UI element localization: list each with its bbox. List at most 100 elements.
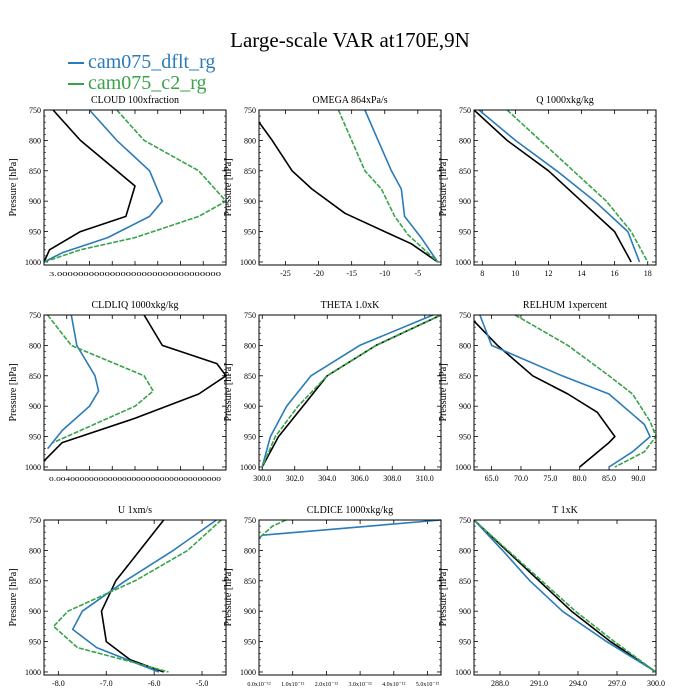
y-tick-label: 950 <box>244 228 256 237</box>
panel-title: RELHUM 1xpercent <box>523 300 607 311</box>
x-tick-label: 16 <box>611 269 619 278</box>
x-tick-label: 306.0 <box>351 474 369 483</box>
series-line-control <box>473 109 632 263</box>
y-tick-label: 800 <box>459 341 471 350</box>
series-line-cam075_c2_rg <box>52 519 222 673</box>
series-line-cam075_c2_rg <box>473 519 657 673</box>
series-line-cam075_dflt_rg <box>479 314 651 468</box>
y-tick-label: 850 <box>244 577 256 586</box>
x-tick-label: 85.0 <box>602 474 616 483</box>
x-tick-label: -7.0 <box>100 679 113 688</box>
plot-frame <box>258 109 442 266</box>
series-line-cam075_dflt_rg <box>478 109 641 263</box>
x-tick-label: 3.0x10⁻¹² <box>348 682 371 688</box>
y-tick-label: 950 <box>29 228 41 237</box>
y-tick-label: 850 <box>244 167 256 176</box>
y-tick-label: 1000 <box>25 668 41 677</box>
x-tick-label: 310.0 <box>416 474 434 483</box>
y-tick-label: 950 <box>29 638 41 647</box>
y-tick-label: 900 <box>29 197 41 206</box>
y-tick-label: 950 <box>459 228 471 237</box>
series-line-control <box>258 121 439 263</box>
x-tick-label: 297.0 <box>608 679 626 688</box>
x-tick-label: 8 <box>480 269 484 278</box>
y-tick-label: 750 <box>29 311 41 320</box>
series-line-cam075_c2_rg <box>337 109 439 263</box>
y-tick-label: 800 <box>459 546 471 555</box>
y-tick-label: 800 <box>244 341 256 350</box>
x-tick-label: -15 <box>346 269 357 278</box>
x-tick-label: 90.0 <box>631 474 645 483</box>
y-tick-label: 950 <box>459 433 471 442</box>
y-axis-label: Pressure [hPa] <box>8 568 19 626</box>
x-tick-label: 288.0 <box>491 679 509 688</box>
x-tick-label: -5 <box>415 269 422 278</box>
series-line-cam075_dflt_rg <box>43 109 164 263</box>
panel-8: CLDICE 1000xkg/kg Pressure [hPa] 750 800 850… <box>223 505 442 688</box>
y-axis-label: Pressure [hPa] <box>8 158 19 216</box>
legend-entry-c2: cam075_c2_rg <box>68 73 215 94</box>
panel-title: U 1xm/s <box>118 505 152 516</box>
x-tick-label: -6.0 <box>148 679 161 688</box>
series-line-control <box>100 519 165 673</box>
y-tick-label: 850 <box>459 167 471 176</box>
y-tick-label: 900 <box>459 607 471 616</box>
x-tick-label: 0.0x10⁻¹² <box>247 682 270 688</box>
series-line-control <box>43 109 136 263</box>
series-line-cam075_c2_rg <box>258 519 287 539</box>
y-tick-label: 800 <box>29 546 41 555</box>
plot-frame <box>473 519 657 676</box>
panel-7: U 1xm/s Pressure [hPa] 750 800 850 900 950 1000… <box>8 505 227 688</box>
panel-title: CLOUD 100xfraction <box>91 95 179 106</box>
plot-frame <box>258 314 442 471</box>
figure-title: Large-scale VAR at170E,9N <box>230 28 470 52</box>
y-tick-label: 900 <box>459 402 471 411</box>
x-tick-label: 0.00400000000000000000000000000000000 <box>49 476 221 483</box>
y-tick-label: 1000 <box>455 668 471 677</box>
panel-title: OMEGA 864xPa/s <box>312 95 387 106</box>
y-tick-label: 800 <box>244 136 256 145</box>
panel-4: CLDLIQ 1000xkg/kg Pressure [hPa] 750 800 850… <box>8 300 227 483</box>
panel-title: CLDLIQ 1000xkg/kg <box>92 300 179 311</box>
x-tick-label: -25 <box>280 269 291 278</box>
y-tick-label: 1000 <box>240 668 256 677</box>
y-tick-label: 800 <box>244 546 256 555</box>
series-line-cam075_dflt_rg <box>258 519 442 539</box>
y-axis-label: Pressure [hPa] <box>438 568 449 626</box>
y-tick-label: 950 <box>459 638 471 647</box>
x-tick-label: 308.0 <box>383 474 401 483</box>
panel-1: CLOUD 100xfraction Pressure [hPa] 750 800 85… <box>8 95 227 278</box>
y-tick-label: 900 <box>29 402 41 411</box>
x-tick-label: 300.0 <box>253 474 271 483</box>
legend: cam075_dflt_rg cam075_c2_rg <box>68 52 215 94</box>
panel-6: RELHUM 1xpercent Pressure [hPa] 750 800 850 9… <box>438 300 657 483</box>
plot-frame <box>43 519 227 676</box>
legend-swatch-c2 <box>68 82 84 85</box>
x-tick-label: 294.0 <box>569 679 587 688</box>
panel-9: T 1xK Pressure [hPa] 750 800 850 900 950 1000 28… <box>438 505 665 688</box>
series-line-cam075_c2_rg <box>514 314 657 468</box>
y-axis-label: Pressure [hPa] <box>438 158 449 216</box>
series-line-control <box>473 519 657 673</box>
x-tick-label: 300.0 <box>647 679 665 688</box>
x-tick-label: 4.0x10⁻¹² <box>382 682 405 688</box>
y-axis-label: Pressure [hPa] <box>223 158 234 216</box>
plot-frame <box>43 314 227 471</box>
y-axis-label: Pressure [hPa] <box>223 568 234 626</box>
x-tick-label: 1.0x10⁻¹² <box>281 682 304 688</box>
legend-swatch-dflt <box>68 61 84 64</box>
panel-title: THETA 1.0xK <box>321 300 380 311</box>
panel-title: T 1xK <box>552 505 578 516</box>
x-tick-label: 302.0 <box>286 474 304 483</box>
y-tick-label: 1000 <box>25 463 41 472</box>
x-tick-label: -5.0 <box>196 679 209 688</box>
panel-2: OMEGA 864xPa/s Pressure [hPa] 750 800 850 900… <box>223 95 442 278</box>
y-tick-label: 750 <box>459 516 471 525</box>
series-line-cam075_dflt_rg <box>473 519 657 673</box>
x-tick-label: 291.0 <box>530 679 548 688</box>
y-axis-label: Pressure [hPa] <box>438 363 449 421</box>
x-tick-label: 14 <box>578 269 586 278</box>
y-tick-label: 800 <box>459 136 471 145</box>
y-tick-label: 900 <box>459 197 471 206</box>
